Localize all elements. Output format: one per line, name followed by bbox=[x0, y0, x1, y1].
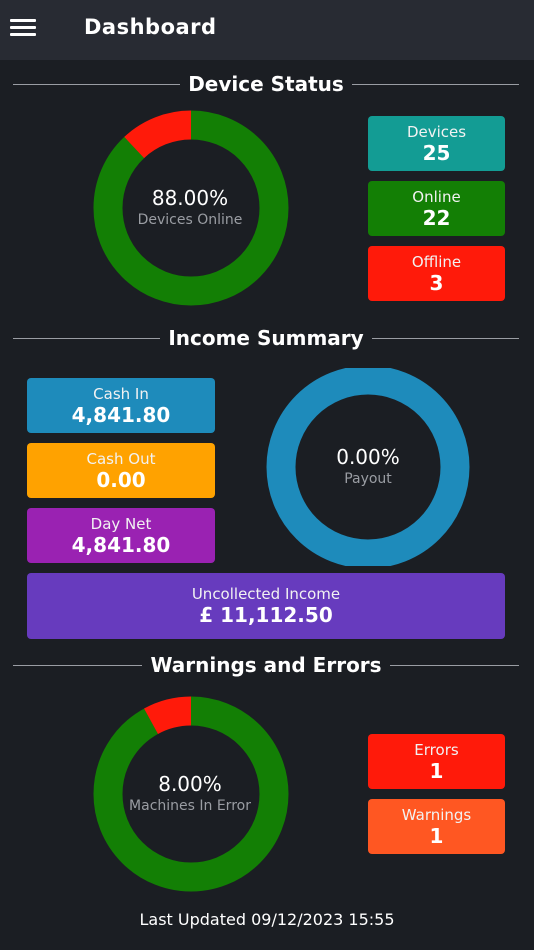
device-status-header: Device Status bbox=[13, 69, 520, 99]
card-label: Offline bbox=[411, 252, 462, 271]
top-app-bar: Dashboard bbox=[0, 0, 534, 60]
donut-center: 8.00% Machines In Error bbox=[110, 772, 270, 814]
devices-online-donut bbox=[93, 110, 289, 306]
day-net-card[interactable]: Day Net 4,841.80 bbox=[27, 508, 215, 563]
warnings-errors-header: Warnings and Errors bbox=[13, 650, 520, 680]
uncollected-income-card[interactable]: Uncollected Income £ 11,112.50 bbox=[27, 573, 505, 639]
donut-segment-error bbox=[93, 696, 289, 892]
cash-in-card[interactable]: Cash In 4,841.80 bbox=[27, 378, 215, 433]
divider bbox=[13, 83, 181, 85]
card-label: Day Net bbox=[90, 514, 152, 533]
card-label: Warnings bbox=[401, 805, 472, 824]
offline-card[interactable]: Offline 3 bbox=[368, 246, 505, 301]
hamburger-icon[interactable] bbox=[10, 17, 38, 39]
section-title: Income Summary bbox=[168, 326, 364, 350]
card-value: 22 bbox=[422, 205, 451, 230]
card-label: Online bbox=[412, 187, 461, 206]
warnings-card[interactable]: Warnings 1 bbox=[368, 799, 505, 854]
card-value: 4,841.80 bbox=[71, 532, 171, 557]
divider bbox=[389, 664, 520, 666]
donut-center: 88.00% Devices Online bbox=[110, 186, 270, 228]
card-label: Devices bbox=[406, 122, 467, 141]
payout-donut bbox=[266, 368, 470, 566]
divider bbox=[371, 337, 519, 339]
payout-label: Payout bbox=[344, 471, 392, 487]
divider bbox=[13, 664, 143, 666]
donut-center: 0.00% Payout bbox=[288, 445, 448, 487]
card-value: 1 bbox=[429, 758, 444, 783]
card-label: Errors bbox=[414, 740, 459, 759]
last-updated-text: Last Updated 09/12/2023 15:55 bbox=[139, 910, 395, 929]
card-value: 0.00 bbox=[96, 467, 146, 492]
divider bbox=[351, 83, 520, 85]
divider bbox=[13, 337, 161, 339]
errors-card[interactable]: Errors 1 bbox=[368, 734, 505, 789]
income-summary-header: Income Summary bbox=[13, 323, 519, 353]
card-label: Cash In bbox=[93, 384, 149, 403]
card-value: £ 11,112.50 bbox=[199, 603, 333, 627]
devices-online-label: Devices Online bbox=[137, 212, 243, 228]
donut-ring bbox=[266, 368, 470, 566]
page-title: Dashboard bbox=[84, 15, 217, 39]
cash-out-card[interactable]: Cash Out 0.00 bbox=[27, 443, 215, 498]
devices-card[interactable]: Devices 25 bbox=[368, 116, 505, 171]
section-title: Warnings and Errors bbox=[150, 653, 382, 677]
card-value: 3 bbox=[429, 270, 444, 295]
machines-error-label: Machines In Error bbox=[129, 798, 251, 814]
devices-online-percent: 88.00% bbox=[151, 186, 229, 210]
card-label: Cash Out bbox=[86, 449, 156, 468]
card-value: 1 bbox=[429, 823, 444, 848]
machines-error-percent: 8.00% bbox=[158, 772, 222, 796]
payout-percent: 0.00% bbox=[336, 445, 400, 469]
section-title: Device Status bbox=[188, 72, 344, 96]
online-card[interactable]: Online 22 bbox=[368, 181, 505, 236]
card-value: 25 bbox=[422, 140, 451, 165]
machines-in-error-donut bbox=[93, 696, 289, 892]
card-label: Uncollected Income bbox=[191, 585, 341, 603]
card-value: 4,841.80 bbox=[71, 402, 171, 427]
